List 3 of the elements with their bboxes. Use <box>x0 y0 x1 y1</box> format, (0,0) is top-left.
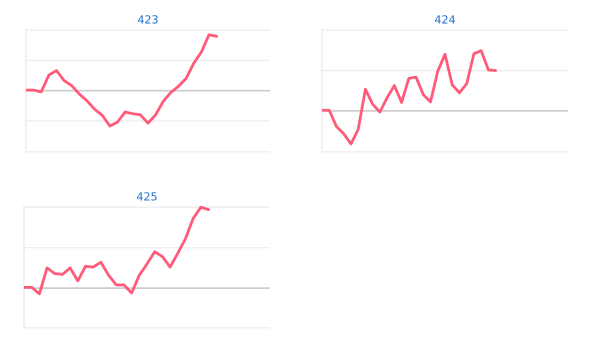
chart-title: 425 <box>136 192 157 201</box>
chart-title: 423 <box>138 15 158 24</box>
chart-title: 424 <box>434 15 455 24</box>
